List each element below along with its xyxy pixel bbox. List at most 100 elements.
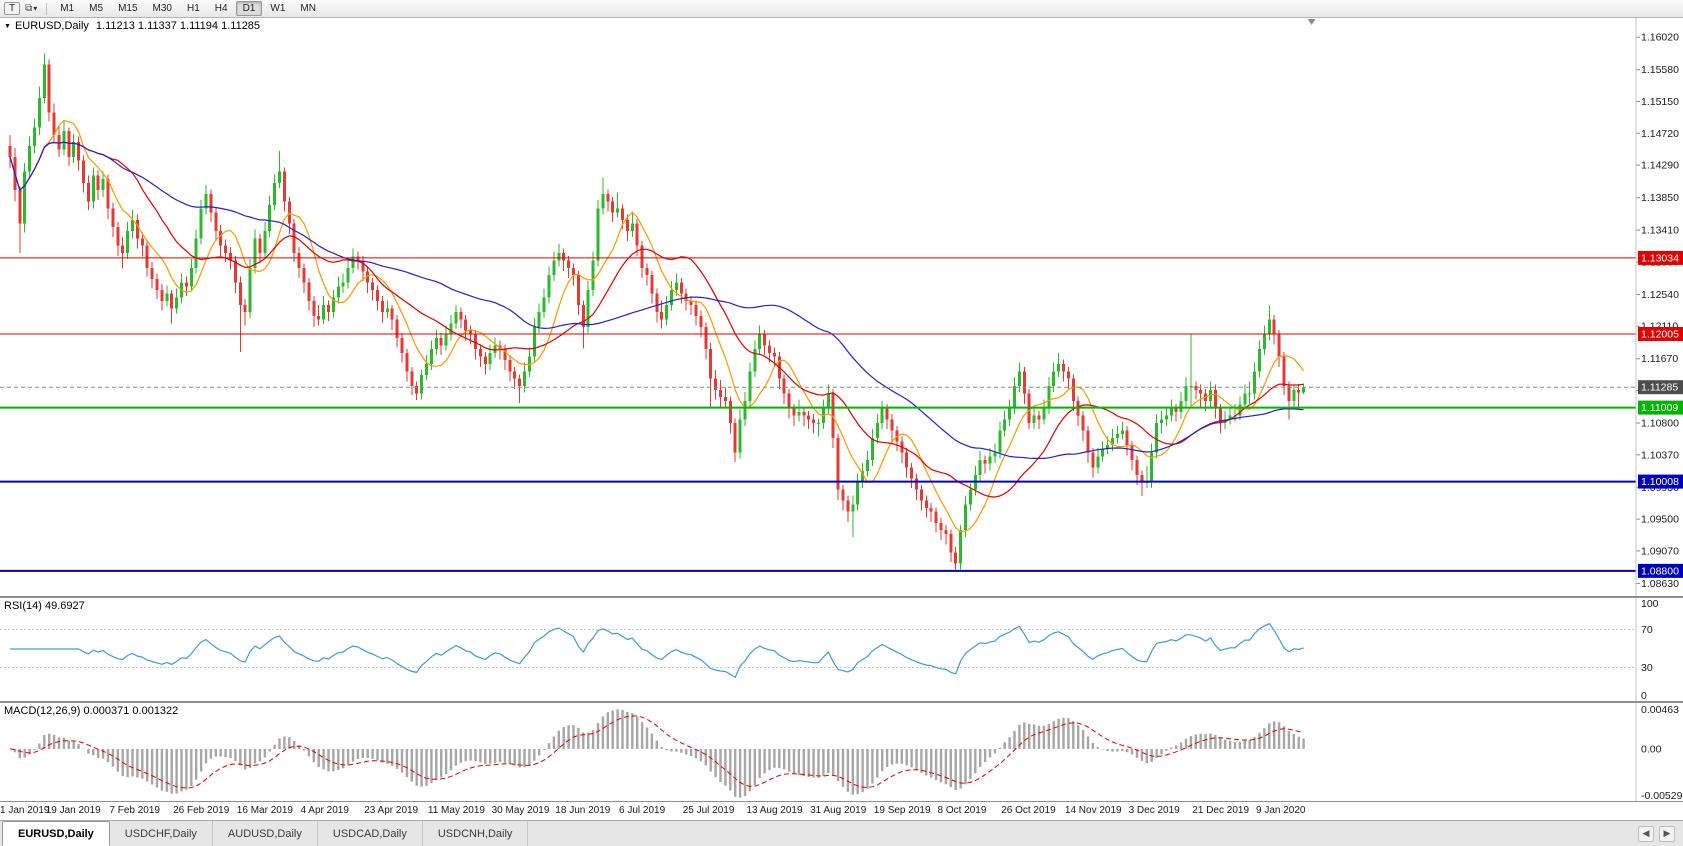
candle-body xyxy=(748,371,752,401)
candle-body xyxy=(1091,452,1095,468)
rsi-chart[interactable]: 100 70 30 0 xyxy=(0,598,1683,701)
candle-body xyxy=(1106,445,1110,449)
timeframe-button-d1[interactable]: D1 xyxy=(235,1,263,16)
chart-tab-audusd[interactable]: AUDUSD,Daily xyxy=(213,821,318,846)
candle-body xyxy=(635,223,639,246)
chart-tab-usdcnh[interactable]: USDCNH,Daily xyxy=(423,821,529,846)
candle-body xyxy=(493,345,497,353)
time-axis-label: 9 Jan 2020 xyxy=(1256,805,1306,816)
candle-body xyxy=(336,286,340,298)
time-axis-label: 7 Feb 2019 xyxy=(109,805,160,816)
candle-body xyxy=(258,238,262,254)
tab-scroll-right-button[interactable]: ▶ xyxy=(1659,825,1675,842)
chart-type-dropdown[interactable]: ⧉ ▾ xyxy=(22,3,40,14)
pane-splitter[interactable] xyxy=(0,701,1683,703)
candle-body xyxy=(1111,437,1114,446)
candle-body xyxy=(1120,430,1124,435)
tab-scroll-left-button[interactable]: ◀ xyxy=(1638,825,1654,842)
candle-body xyxy=(1194,386,1198,390)
candle-body xyxy=(817,423,820,425)
timeframe-button-m30[interactable]: M30 xyxy=(152,3,172,14)
candle-body xyxy=(1297,389,1301,393)
candle-body xyxy=(1287,386,1291,401)
candle-body xyxy=(728,400,732,424)
chart-tab-usdcad[interactable]: USDCAD,Daily xyxy=(318,821,423,846)
timeframe-button-mn[interactable]: MN xyxy=(300,3,316,14)
time-axis-label: 11 May 2019 xyxy=(427,805,485,816)
candle-body xyxy=(758,334,762,350)
candle-body xyxy=(581,304,585,327)
pane-splitter[interactable] xyxy=(0,596,1683,598)
candle-body xyxy=(238,282,242,305)
time-axis-label: 19 Sep 2019 xyxy=(873,805,931,816)
timeframe-button-m15[interactable]: M15 xyxy=(118,3,138,14)
candle-body xyxy=(704,326,708,350)
candle-body xyxy=(993,452,997,457)
candle-body xyxy=(312,301,316,316)
timeframe-buttons-group: M1 M5 M15 M30 H1 H4 D1 W1 MN xyxy=(53,1,323,16)
level-price-label: 1.10008 xyxy=(1641,476,1679,488)
candle-body xyxy=(1213,389,1217,409)
time-axis[interactable]: 1 Jan 2019 19 Jan 2019 7 Feb 2019 26 Feb 20… xyxy=(0,801,1683,820)
timeframe-button-m1[interactable]: M1 xyxy=(60,3,75,14)
candle-body xyxy=(346,267,350,283)
candle-body xyxy=(1017,371,1021,387)
price-tick-label: 1.09500 xyxy=(1641,514,1679,526)
candlestick-chart[interactable]: 1.16020 1.15580 1.15150 1.14720 1.14290 1.138… xyxy=(0,18,1683,596)
candle-body xyxy=(42,64,46,98)
price-tick-label: 1.13850 xyxy=(1641,192,1679,204)
candle-body xyxy=(170,293,174,309)
rsi-title: RSI(14) 49.6927 xyxy=(4,600,85,612)
candle-body xyxy=(23,171,27,224)
tool-button-t[interactable]: T xyxy=(4,2,21,15)
chart-tab-bar: EURUSD,Daily USDCHF,Daily AUDUSD,Daily USDC… xyxy=(0,820,1683,846)
price-tick-label: 1.11670 xyxy=(1641,353,1678,365)
candle-body xyxy=(292,223,296,254)
candlestick-series xyxy=(8,53,1306,572)
candle-body xyxy=(890,419,894,431)
candle-body xyxy=(576,275,580,305)
candle-body xyxy=(797,411,801,416)
macd-indicator-pane[interactable]: MACD(12,26,9) 0.000371 0.001322 0.00463 0… xyxy=(0,703,1683,801)
price-tick-label: 1.12540 xyxy=(1641,289,1679,301)
candle-body xyxy=(400,338,404,353)
candle-body xyxy=(939,522,943,531)
candle-body xyxy=(665,304,669,320)
chevron-down-icon: ▾ xyxy=(33,4,38,13)
candle-body xyxy=(547,275,551,298)
candle-body xyxy=(8,145,12,157)
time-axis-label: 13 Aug 2019 xyxy=(746,805,803,816)
candle-body xyxy=(155,278,159,290)
timeframe-button-m5[interactable]: M5 xyxy=(89,3,104,14)
candle-body xyxy=(1248,393,1252,395)
macd-chart[interactable]: 0.00463 0.00 -0.00529 xyxy=(0,703,1683,801)
candle-body xyxy=(1262,334,1266,350)
collapse-arrow-icon[interactable]: ▼ xyxy=(4,23,11,30)
candle-body xyxy=(1101,448,1105,457)
candle-body xyxy=(699,315,703,327)
chart-shift-marker[interactable] xyxy=(1307,19,1316,25)
timeframe-button-h4[interactable]: H4 xyxy=(214,3,228,14)
timeframe-button-w1[interactable]: W1 xyxy=(270,3,286,14)
candle-body xyxy=(439,338,443,346)
candle-body xyxy=(1081,415,1085,431)
macd-title: MACD(12,26,9) 0.000371 0.001322 xyxy=(4,705,179,717)
chart-tab-usdchf[interactable]: USDCHF,Daily xyxy=(110,821,213,846)
candle-body xyxy=(542,297,546,313)
timeframe-button-h1[interactable]: H1 xyxy=(186,3,200,14)
rsi-indicator-pane[interactable]: RSI(14) 49.6927 100 70 30 0 xyxy=(0,598,1683,701)
candle-body xyxy=(650,275,654,294)
price-chart-pane[interactable]: ▼ EURUSD,Daily 1.11213 1.11337 1.11194 1.1… xyxy=(0,18,1683,596)
candle-body xyxy=(297,253,301,268)
candle-body xyxy=(562,253,566,261)
candle-body xyxy=(772,352,776,357)
candle-body xyxy=(474,334,477,350)
candle-body xyxy=(905,452,909,468)
candle-body xyxy=(52,112,56,135)
candle-body xyxy=(709,349,713,379)
rsi-axis-label: 100 xyxy=(1641,598,1659,610)
candle-body xyxy=(91,175,95,202)
time-axis-label: 3 Dec 2019 xyxy=(1128,805,1180,816)
chart-tab-eurusd[interactable]: EURUSD,Daily xyxy=(2,821,110,846)
candle-body xyxy=(1189,386,1193,388)
